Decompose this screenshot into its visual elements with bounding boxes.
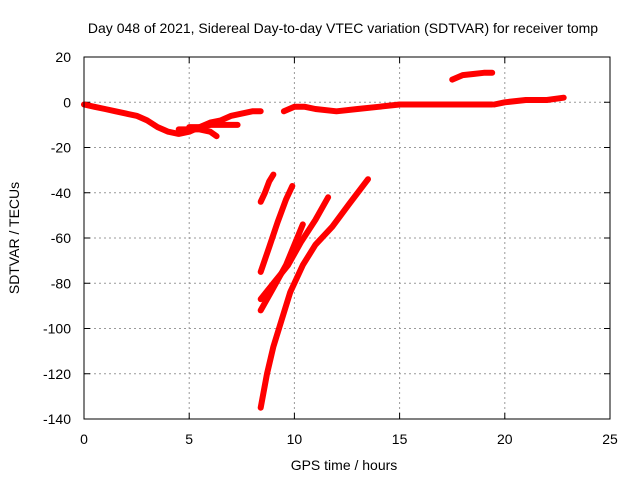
series-line-arc-11 bbox=[257, 176, 371, 411]
x-axis-label: GPS time / hours bbox=[291, 457, 398, 473]
series-line-arc-4 bbox=[280, 101, 496, 115]
series-group bbox=[81, 69, 567, 411]
series-line-arc-8 bbox=[257, 183, 296, 275]
y-tick-label: -20 bbox=[51, 140, 71, 156]
x-tick-label: 25 bbox=[602, 431, 618, 447]
y-tick-label: 20 bbox=[55, 49, 71, 65]
x-tick-label: 5 bbox=[185, 431, 193, 447]
series-line-arc-10 bbox=[257, 194, 332, 303]
x-tick-label: 10 bbox=[287, 431, 303, 447]
x-tick-label: 0 bbox=[80, 431, 88, 447]
y-tick-label: 0 bbox=[63, 94, 71, 110]
chart-title: Day 048 of 2021, Sidereal Day-to-day VTE… bbox=[88, 20, 598, 36]
series-line-arc-9 bbox=[257, 221, 306, 314]
series-line-arc-6 bbox=[449, 69, 496, 83]
y-tick-label: -120 bbox=[43, 366, 71, 382]
y-tick-label: -100 bbox=[43, 321, 71, 337]
x-tick-label: 20 bbox=[497, 431, 513, 447]
grid bbox=[84, 57, 610, 419]
series-line-arc-5 bbox=[491, 94, 567, 108]
plot-frame bbox=[83, 56, 611, 420]
axis-ticks: 20 0 -20 -40 -60 -80 -100 -120 -140 0 5 10 15 20 25 bbox=[43, 49, 618, 447]
y-tick-label: -80 bbox=[51, 275, 71, 291]
y-tick-label: -40 bbox=[51, 185, 71, 201]
y-tick-label: -60 bbox=[51, 230, 71, 246]
y-axis-label: SDTVAR / TECUs bbox=[6, 182, 22, 294]
x-tick-label: 15 bbox=[392, 431, 408, 447]
y-tick-label: -140 bbox=[43, 411, 71, 427]
series-line-arc-3 bbox=[186, 121, 241, 131]
series-line-arc-7 bbox=[257, 171, 277, 205]
series-line-arc-1 bbox=[81, 101, 264, 137]
